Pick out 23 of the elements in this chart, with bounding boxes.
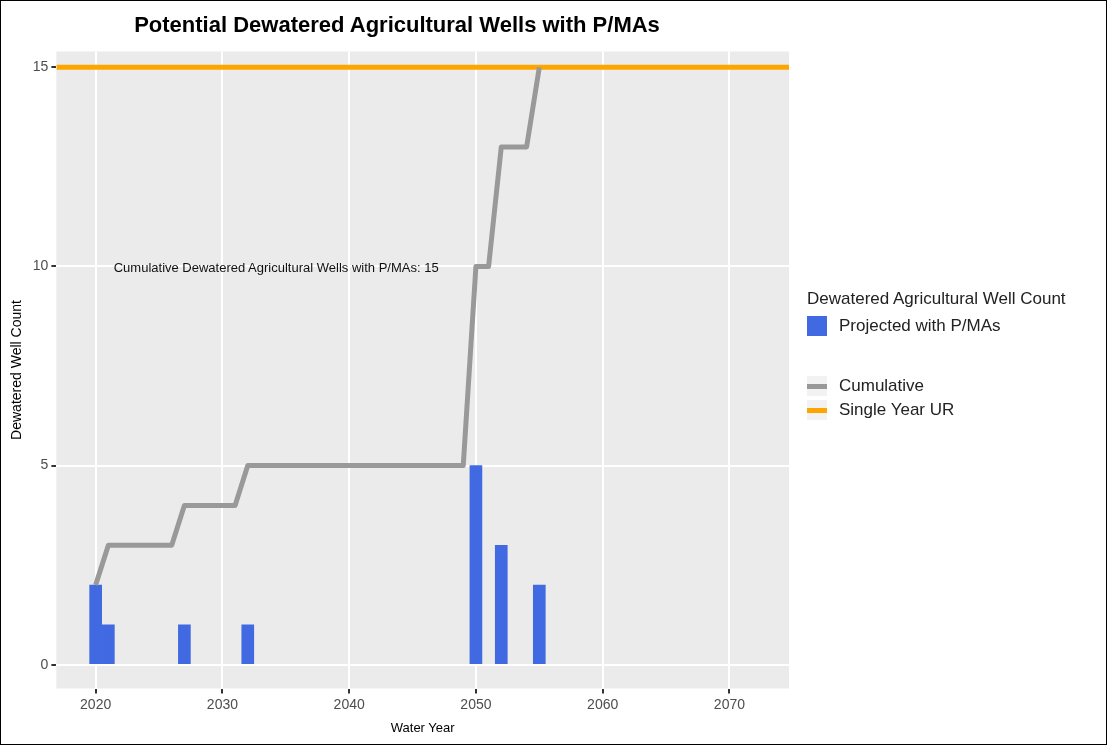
x-tick-label: 2020	[80, 695, 112, 712]
y-tick-label: 5	[40, 456, 49, 473]
annotation: Cumulative Dewatered Agricultural Wells with P/MAs: 15	[113, 259, 439, 275]
bar	[178, 624, 191, 665]
x-tick-label: 2060	[587, 695, 619, 712]
y-tick-label: 10	[32, 257, 49, 274]
legend-label: Projected with P/MAs	[839, 316, 1001, 336]
bar	[241, 624, 255, 665]
x-tick-label: 2030	[206, 695, 239, 712]
chart-title: Potential Dewatered Agricultural Wells with P/MAs	[134, 12, 660, 38]
legend-title: Dewatered Agricultural Well Count	[807, 289, 1066, 309]
legend-label: Single Year UR	[839, 400, 955, 420]
bar	[532, 584, 546, 665]
x-tick-label: 2050	[460, 695, 492, 712]
bar	[469, 465, 483, 665]
y-tick-label: 0	[40, 655, 49, 672]
x-tick-label: 2040	[333, 695, 365, 712]
y-axis-title: Dewatered Well Count	[8, 299, 25, 440]
legend-label: Cumulative	[839, 376, 925, 396]
y-tick-label: 15	[32, 58, 49, 75]
x-tick-label: 2070	[713, 695, 746, 712]
bar	[494, 544, 508, 665]
x-axis-title: Water Year	[390, 719, 456, 735]
